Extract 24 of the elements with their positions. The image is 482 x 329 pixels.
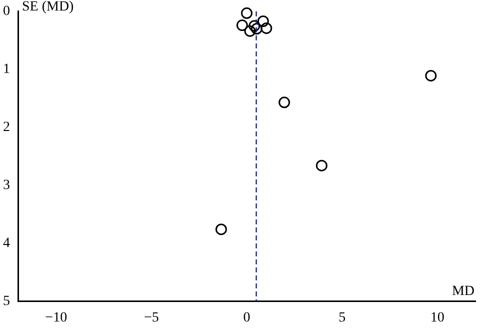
point: [260, 22, 272, 34]
point: [278, 96, 290, 108]
y-tick-label: 4: [3, 236, 10, 251]
x-tick-label: 5: [338, 310, 346, 326]
x-tick-label: 0: [243, 310, 250, 326]
point: [244, 25, 256, 37]
point: [257, 16, 269, 28]
y-tick-label: 2: [3, 120, 10, 135]
point: [425, 70, 437, 82]
point: [236, 20, 248, 32]
x-tick-label: −10: [45, 310, 68, 326]
point: [248, 20, 260, 32]
x-axis-title: MD: [452, 284, 474, 299]
point: [250, 23, 262, 35]
x-tick-label: 10: [430, 310, 444, 326]
y-tick-label: 1: [3, 62, 10, 78]
y-tick-label: 3: [3, 178, 10, 193]
point: [316, 160, 328, 172]
y-tick-label: 0: [3, 4, 10, 20]
y-tick-label: 5: [3, 294, 10, 309]
point: [215, 224, 227, 236]
point: [241, 7, 252, 19]
x-tick-label: −5: [144, 310, 159, 326]
y-axis-title: SE (MD): [22, 0, 74, 15]
